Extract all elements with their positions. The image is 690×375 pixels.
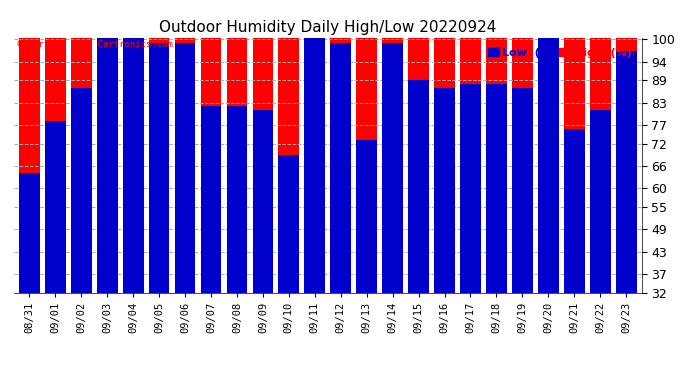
Bar xyxy=(19,0,40,292)
Bar xyxy=(175,43,195,292)
Bar xyxy=(97,0,117,292)
Bar xyxy=(123,0,144,292)
Bar xyxy=(512,88,533,292)
Bar xyxy=(279,0,299,292)
Bar xyxy=(564,129,584,292)
Bar xyxy=(123,0,144,292)
Bar xyxy=(71,88,92,292)
Bar xyxy=(331,43,351,292)
Bar xyxy=(538,28,559,292)
Bar xyxy=(486,84,506,292)
Bar xyxy=(356,140,377,292)
Bar xyxy=(512,0,533,292)
Bar xyxy=(564,0,584,292)
Bar xyxy=(408,0,429,292)
Bar xyxy=(253,110,273,292)
Bar xyxy=(71,0,92,292)
Bar xyxy=(97,13,117,292)
Bar xyxy=(226,106,247,292)
Bar xyxy=(615,51,636,292)
Bar xyxy=(486,0,506,292)
Bar xyxy=(434,88,455,292)
Bar xyxy=(45,121,66,292)
Bar xyxy=(382,0,403,292)
Bar xyxy=(331,0,351,292)
Bar xyxy=(201,106,221,292)
Bar xyxy=(615,0,636,292)
Bar xyxy=(253,0,273,292)
Bar xyxy=(175,0,195,292)
Bar xyxy=(45,0,66,292)
Title: Outdoor Humidity Daily High/Low 20220924: Outdoor Humidity Daily High/Low 20220924 xyxy=(159,20,496,35)
Bar xyxy=(590,0,611,292)
Bar xyxy=(382,43,403,292)
Bar xyxy=(304,0,325,292)
Bar xyxy=(149,0,170,292)
Bar xyxy=(538,0,559,292)
Bar xyxy=(460,0,481,292)
Bar xyxy=(408,80,429,292)
Bar xyxy=(434,0,455,292)
Bar xyxy=(590,110,611,292)
Bar xyxy=(226,0,247,292)
Bar xyxy=(201,0,221,292)
Bar xyxy=(356,0,377,292)
Bar xyxy=(460,84,481,292)
Legend: Low  (%), High  (%): Low (%), High (%) xyxy=(483,43,636,62)
Bar xyxy=(19,173,40,292)
Bar xyxy=(149,43,170,292)
Bar xyxy=(279,155,299,292)
Bar xyxy=(304,0,325,292)
Text: Copyright 2022 Cartronics.com: Copyright 2022 Cartronics.com xyxy=(17,40,172,49)
